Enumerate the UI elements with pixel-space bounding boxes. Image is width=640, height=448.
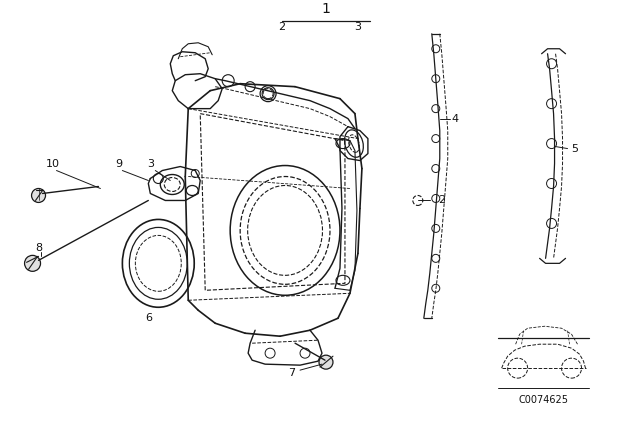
Text: 7: 7: [288, 368, 295, 378]
Circle shape: [31, 189, 45, 202]
Text: 8: 8: [35, 243, 42, 254]
Text: 10: 10: [45, 159, 60, 168]
Circle shape: [319, 355, 333, 369]
Text: 3: 3: [355, 22, 362, 32]
Text: 1: 1: [321, 2, 330, 16]
Text: 2: 2: [278, 22, 285, 32]
Text: 9: 9: [115, 159, 122, 168]
Text: 5: 5: [572, 143, 579, 154]
Text: 6: 6: [145, 313, 152, 323]
Text: 3: 3: [147, 159, 154, 168]
Circle shape: [24, 255, 40, 271]
Text: C0074625: C0074625: [518, 395, 568, 405]
Text: 2: 2: [438, 195, 445, 206]
Text: 4: 4: [452, 114, 459, 124]
